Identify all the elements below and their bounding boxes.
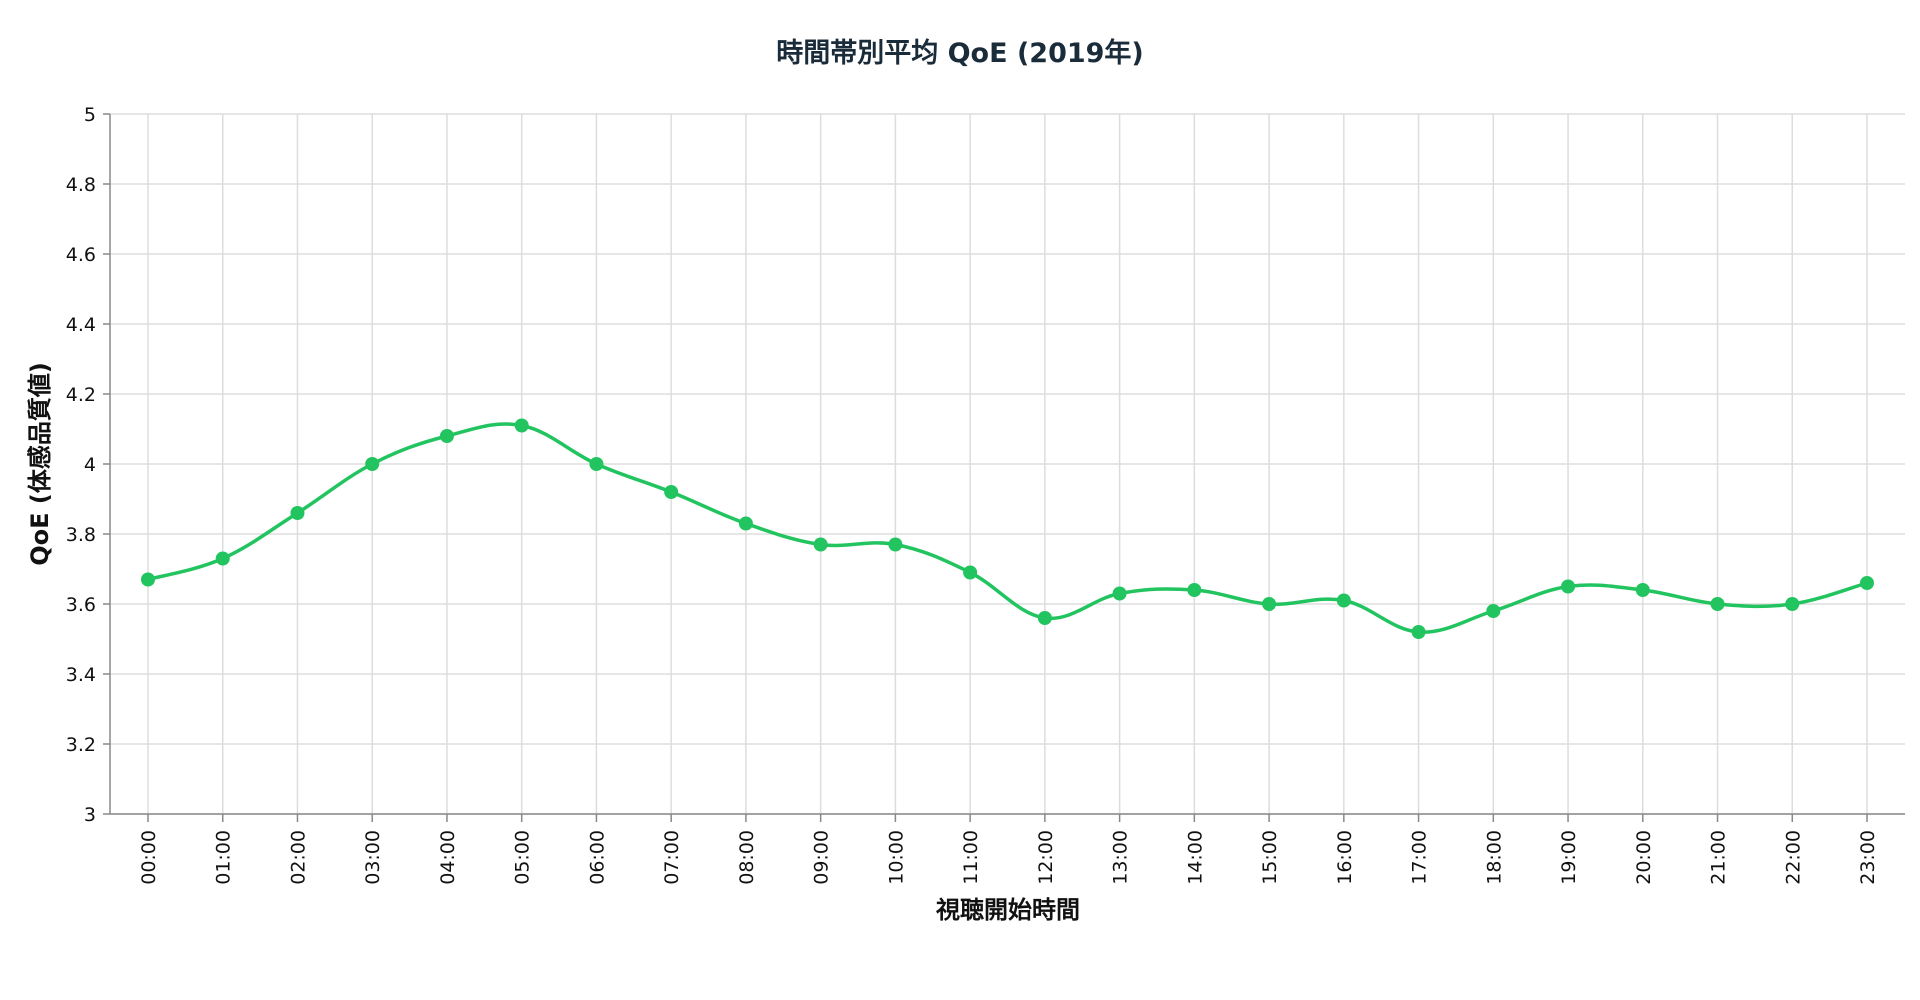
data-point-1000[interactable] [888, 537, 903, 552]
data-point-0300[interactable] [365, 457, 380, 471]
x-tick-label: 12:00 [1035, 830, 1057, 885]
x-tick-label: 14:00 [1184, 830, 1206, 885]
y-tick-label: 4.4 [66, 314, 96, 336]
x-tick-label: 06:00 [586, 830, 608, 885]
x-tick-label: 10:00 [885, 830, 907, 885]
x-tick-label: 08:00 [736, 830, 758, 885]
data-point-1300[interactable] [1112, 586, 1127, 601]
data-point-0100[interactable] [215, 551, 230, 566]
x-tick-label: 20:00 [1633, 830, 1655, 885]
data-point-2200[interactable] [1785, 597, 1800, 611]
x-tick-label: 15:00 [1259, 830, 1281, 885]
x-tick-label: 05:00 [512, 830, 534, 885]
y-tick-label: 4.2 [66, 384, 96, 406]
y-tick-label: 3.4 [66, 664, 96, 686]
data-point-1800[interactable] [1486, 604, 1501, 618]
data-point-1400[interactable] [1187, 583, 1202, 597]
x-tick-label: 02:00 [287, 830, 309, 885]
data-point-0200[interactable] [290, 506, 305, 520]
x-tick-label: 18:00 [1483, 830, 1505, 885]
data-point-0900[interactable] [813, 537, 828, 552]
data-point-1500[interactable] [1262, 597, 1277, 611]
x-tick-label: 22:00 [1782, 830, 1804, 885]
y-tick-label: 3 [84, 804, 96, 826]
x-tick-label: 07:00 [661, 830, 683, 885]
x-tick-label: 17:00 [1409, 830, 1431, 885]
x-tick-label: 16:00 [1334, 830, 1356, 885]
y-tick-label: 3.8 [66, 524, 96, 546]
data-point-1900[interactable] [1561, 579, 1576, 594]
gridlines [110, 113, 1905, 815]
y-tick-label: 4 [84, 454, 96, 476]
data-point-0800[interactable] [738, 516, 753, 531]
y-tick-label: 3.2 [66, 734, 96, 756]
y-tick-label: 4.8 [66, 174, 96, 196]
data-point-1600[interactable] [1336, 593, 1351, 608]
x-tick-label: 00:00 [138, 830, 160, 885]
data-point-1700[interactable] [1411, 625, 1426, 639]
data-point-1200[interactable] [1037, 611, 1052, 625]
x-tick-label: 21:00 [1708, 830, 1730, 885]
data-point-2100[interactable] [1710, 597, 1725, 611]
x-tick-label: 19:00 [1558, 830, 1580, 885]
axes: 3 3.2 3.4 3.6 3.8 4 4.2 4.4 4.6 4.8 5 00:00 01:00 02:… [66, 104, 1905, 885]
x-tick-label: 04:00 [437, 830, 459, 885]
series-layer [141, 418, 1874, 639]
data-point-0400[interactable] [439, 429, 454, 443]
data-point-0600[interactable] [589, 457, 604, 471]
y-tick-label: 4.6 [66, 244, 96, 266]
data-point-2000[interactable] [1635, 583, 1650, 597]
x-tick-label: 13:00 [1110, 830, 1132, 885]
data-point-1100[interactable] [963, 565, 978, 580]
data-point-0000[interactable] [141, 572, 155, 587]
chart-title: 時間帯別平均 QoE (2019年) [776, 37, 1144, 69]
x-tick-label: 01:00 [213, 830, 235, 885]
series-line [146, 422, 1869, 634]
x-tick-label: 11:00 [960, 830, 982, 885]
x-tick-label: 03:00 [362, 830, 384, 885]
x-tick-label: 23:00 [1857, 830, 1879, 885]
data-point-2300[interactable] [1860, 576, 1874, 590]
x-axis-title: 視聴開始時間 [935, 896, 1080, 924]
data-point-0500[interactable] [514, 418, 529, 433]
y-tick-label: 5 [84, 104, 96, 126]
data-point-0700[interactable] [664, 485, 679, 499]
y-tick-label: 3.6 [66, 594, 96, 616]
x-tick-label: 09:00 [811, 830, 833, 885]
y-axis-title: QoE (体感品質値) [26, 362, 54, 566]
